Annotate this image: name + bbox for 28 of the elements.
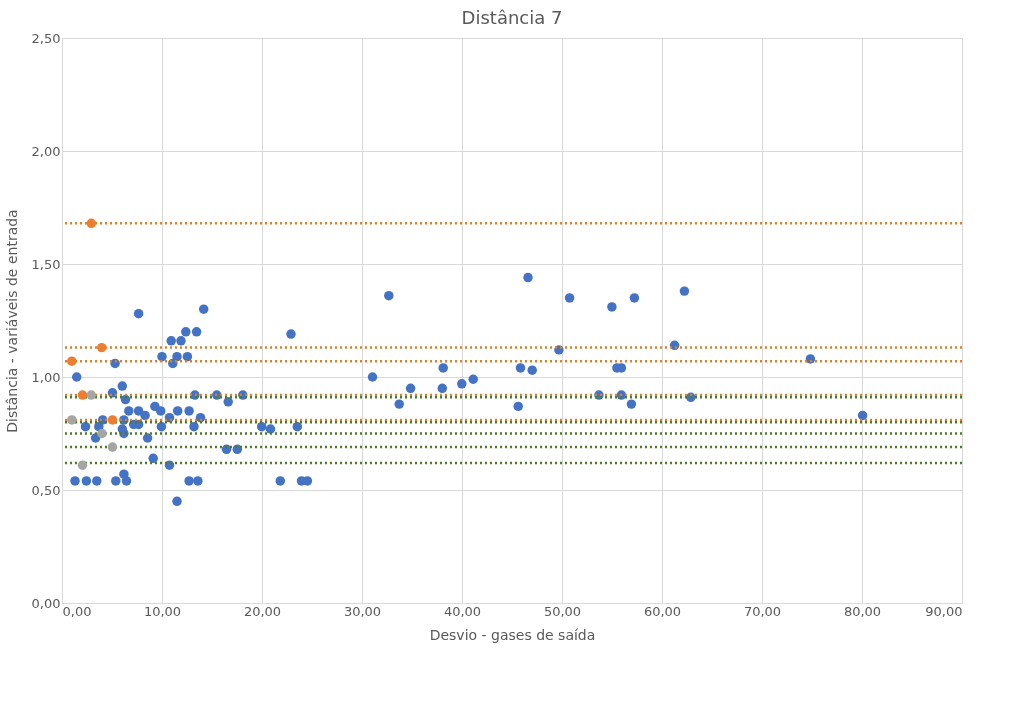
x-tick-label: 0,00 [62,603,92,619]
point [96,342,107,353]
y-tick-label: 1,00 [31,369,61,385]
point [67,415,77,425]
x-tick-label: 50,00 [543,603,582,619]
x-axis-title: Desvio - gases de saída [429,626,596,643]
y-tick-label: 1,50 [31,256,61,272]
point [67,356,77,366]
point [86,218,97,229]
point [107,415,118,425]
y-tick-label: 0,50 [31,482,61,498]
point [86,390,97,400]
x-tick-label: 40,00 [443,603,482,619]
x-tick-label: 90,00 [925,603,963,619]
y-tick-label: 2,50 [31,30,61,46]
y-tick-label: 2,00 [31,143,61,159]
y-axis-title: Distância - variáveis de entrada [3,209,20,433]
chart-title: Distância 7 [461,7,563,28]
point [77,390,88,400]
x-tick-label: 10,00 [143,603,182,619]
point [97,428,107,439]
x-tick-label: 20,00 [243,603,282,619]
x-tick-label: 80,00 [843,603,882,619]
x-tick-label: 30,00 [343,603,382,619]
point [77,460,88,470]
x-tick-label: 70,00 [743,603,782,619]
point [107,442,118,452]
x-tick-label: 60,00 [643,603,682,619]
